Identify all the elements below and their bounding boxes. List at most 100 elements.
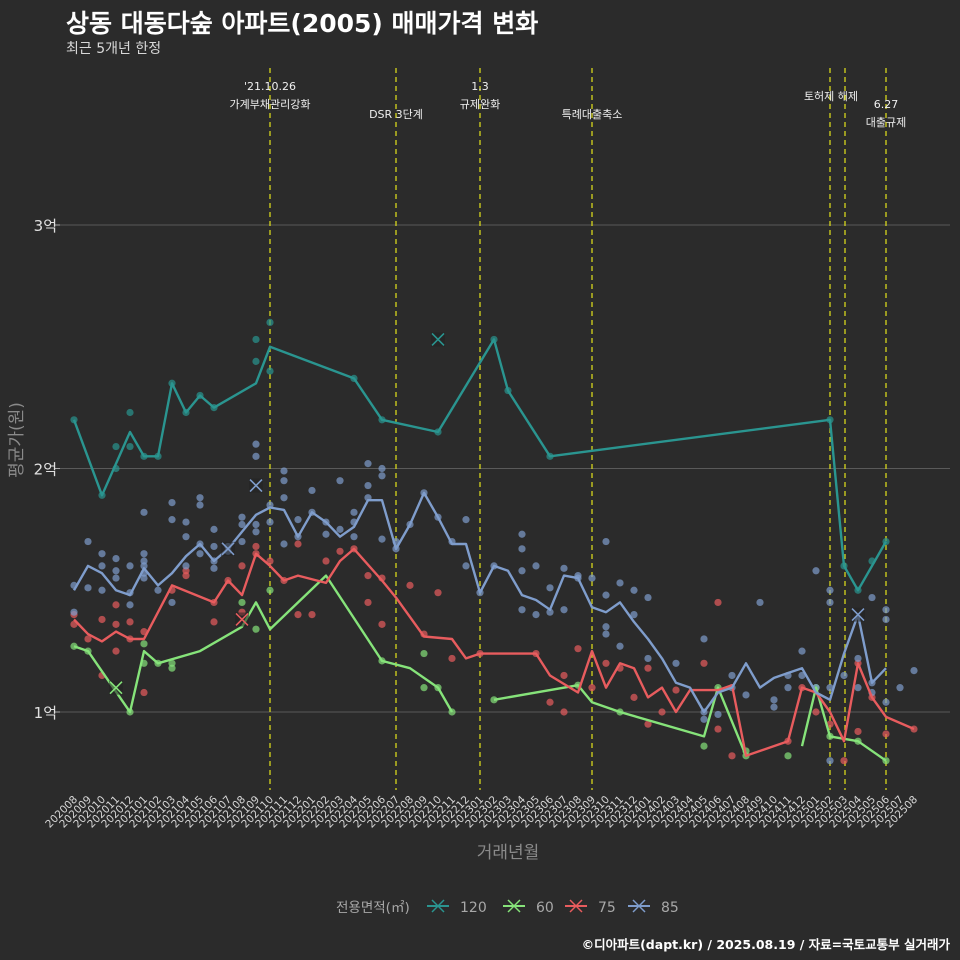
series-line-85 <box>72 491 887 714</box>
scatter-point-75 <box>714 725 722 733</box>
scatter-point-75 <box>364 598 372 607</box>
scatter-point-85 <box>910 667 918 675</box>
cross-marker-60 <box>109 680 123 695</box>
y-tick-label: 1억 <box>34 704 57 722</box>
scatter-point-75 <box>294 611 302 619</box>
scatter-point-120 <box>266 318 274 326</box>
scatter-point-75 <box>112 620 120 628</box>
scatter-point-85 <box>238 513 246 521</box>
scatter-point-85 <box>280 540 288 548</box>
scatter-point-60 <box>784 752 792 760</box>
scatter-point-85 <box>364 481 372 490</box>
scatter-point-85 <box>518 545 526 553</box>
scatter-point-75 <box>84 635 92 643</box>
scatter-point-85 <box>756 598 764 607</box>
scatter-point-85 <box>560 564 568 572</box>
cross-marker-75 <box>235 612 249 627</box>
scatter-point-85 <box>728 671 736 680</box>
scatter-point-75 <box>238 562 246 570</box>
legend-label: 120 <box>460 900 487 916</box>
scatter-point-75 <box>714 598 722 607</box>
scatter-point-85 <box>616 642 624 650</box>
scatter-point-75 <box>644 720 652 728</box>
scatter-point-120 <box>252 357 260 365</box>
scatter-point-85 <box>196 494 204 502</box>
legend-item-75: 75 <box>565 899 616 916</box>
scatter-point-85 <box>126 562 134 570</box>
cross-markers <box>109 332 865 695</box>
legend-swatch-cross <box>569 899 583 913</box>
scatter-point-60 <box>420 684 428 692</box>
scatter-point-85 <box>714 710 722 719</box>
scatter-point-85 <box>798 647 806 655</box>
scatter-point-85 <box>588 574 596 582</box>
event-label: 규제완화 <box>460 98 500 111</box>
scatter-point-85 <box>182 518 190 526</box>
scatter-point-85 <box>770 696 778 704</box>
scatter-point-75 <box>546 698 554 706</box>
scatter-point-85 <box>168 516 176 524</box>
legend-label: 60 <box>536 900 554 916</box>
scatter-point-85 <box>700 715 708 723</box>
scatter-point-75 <box>630 693 638 701</box>
chart-subtitle: 최근 5개년 한정 <box>66 41 162 57</box>
scatter-point-85 <box>280 477 288 485</box>
cross-marker-85 <box>221 541 235 556</box>
scatter-point-85 <box>140 508 148 516</box>
scatter-point-75 <box>854 727 862 736</box>
scatter-point-85 <box>770 703 778 711</box>
event-label: 1.3 <box>471 80 489 93</box>
scatter-point-85 <box>518 606 526 614</box>
marker-stroke <box>235 612 249 627</box>
marker-stroke <box>431 332 445 347</box>
legend: 전용면적(㎡) 120 60 75 85 <box>336 899 679 916</box>
scatter-point-60 <box>490 696 498 704</box>
scatter-point-75 <box>588 684 596 692</box>
marker-stroke <box>221 542 235 556</box>
scatter-point-75 <box>378 620 386 628</box>
scatter-point-85 <box>252 440 260 448</box>
scatter-point-85 <box>182 533 190 541</box>
scatter-point-85 <box>532 611 540 619</box>
series-line-60 <box>493 684 748 757</box>
scatter-point-120 <box>126 442 134 451</box>
scatter-point-85 <box>644 593 652 602</box>
scatter-point-85 <box>462 562 470 570</box>
scatter-point-85 <box>294 516 302 524</box>
scatter-point-85 <box>140 550 148 558</box>
scatter-point-75 <box>126 618 134 626</box>
scatter-point-85 <box>546 584 554 592</box>
scatter-point-85 <box>602 630 610 638</box>
event-label: 가계부채관리강화 <box>230 98 311 111</box>
scatter-point-120 <box>252 335 260 344</box>
scatter-point-75 <box>602 659 610 667</box>
scatter-point-75 <box>112 601 120 609</box>
scatter-point-85 <box>518 567 526 575</box>
scatter-point-85 <box>364 460 372 468</box>
scatter-point-75 <box>882 730 890 738</box>
scatter-point-75 <box>434 589 442 597</box>
legend-label: 75 <box>598 900 616 916</box>
legend-swatch-cross <box>507 899 521 913</box>
scatter-point-85 <box>840 671 848 680</box>
scatter-point-85 <box>168 498 176 507</box>
scatter-point-85 <box>742 691 750 699</box>
scatter-point-60 <box>700 742 708 750</box>
scatter-point-75 <box>840 757 848 765</box>
y-tick-label: 2억 <box>34 461 57 479</box>
x-axis: 2020082020092020102020112020122021012021… <box>43 793 920 863</box>
scatter-point-85 <box>154 586 162 594</box>
scatter-points <box>70 318 918 765</box>
scatter-point-85 <box>826 757 834 765</box>
scatter-point-75 <box>308 611 316 619</box>
scatter-point-85 <box>210 525 218 533</box>
legend-item-60: 60 <box>503 899 554 916</box>
scatter-point-75 <box>252 542 260 551</box>
series-line-120 <box>72 338 888 592</box>
scatter-point-85 <box>196 550 204 558</box>
scatter-point-75 <box>98 615 106 624</box>
scatter-point-120 <box>112 442 120 451</box>
cross-marker-85 <box>851 607 865 622</box>
